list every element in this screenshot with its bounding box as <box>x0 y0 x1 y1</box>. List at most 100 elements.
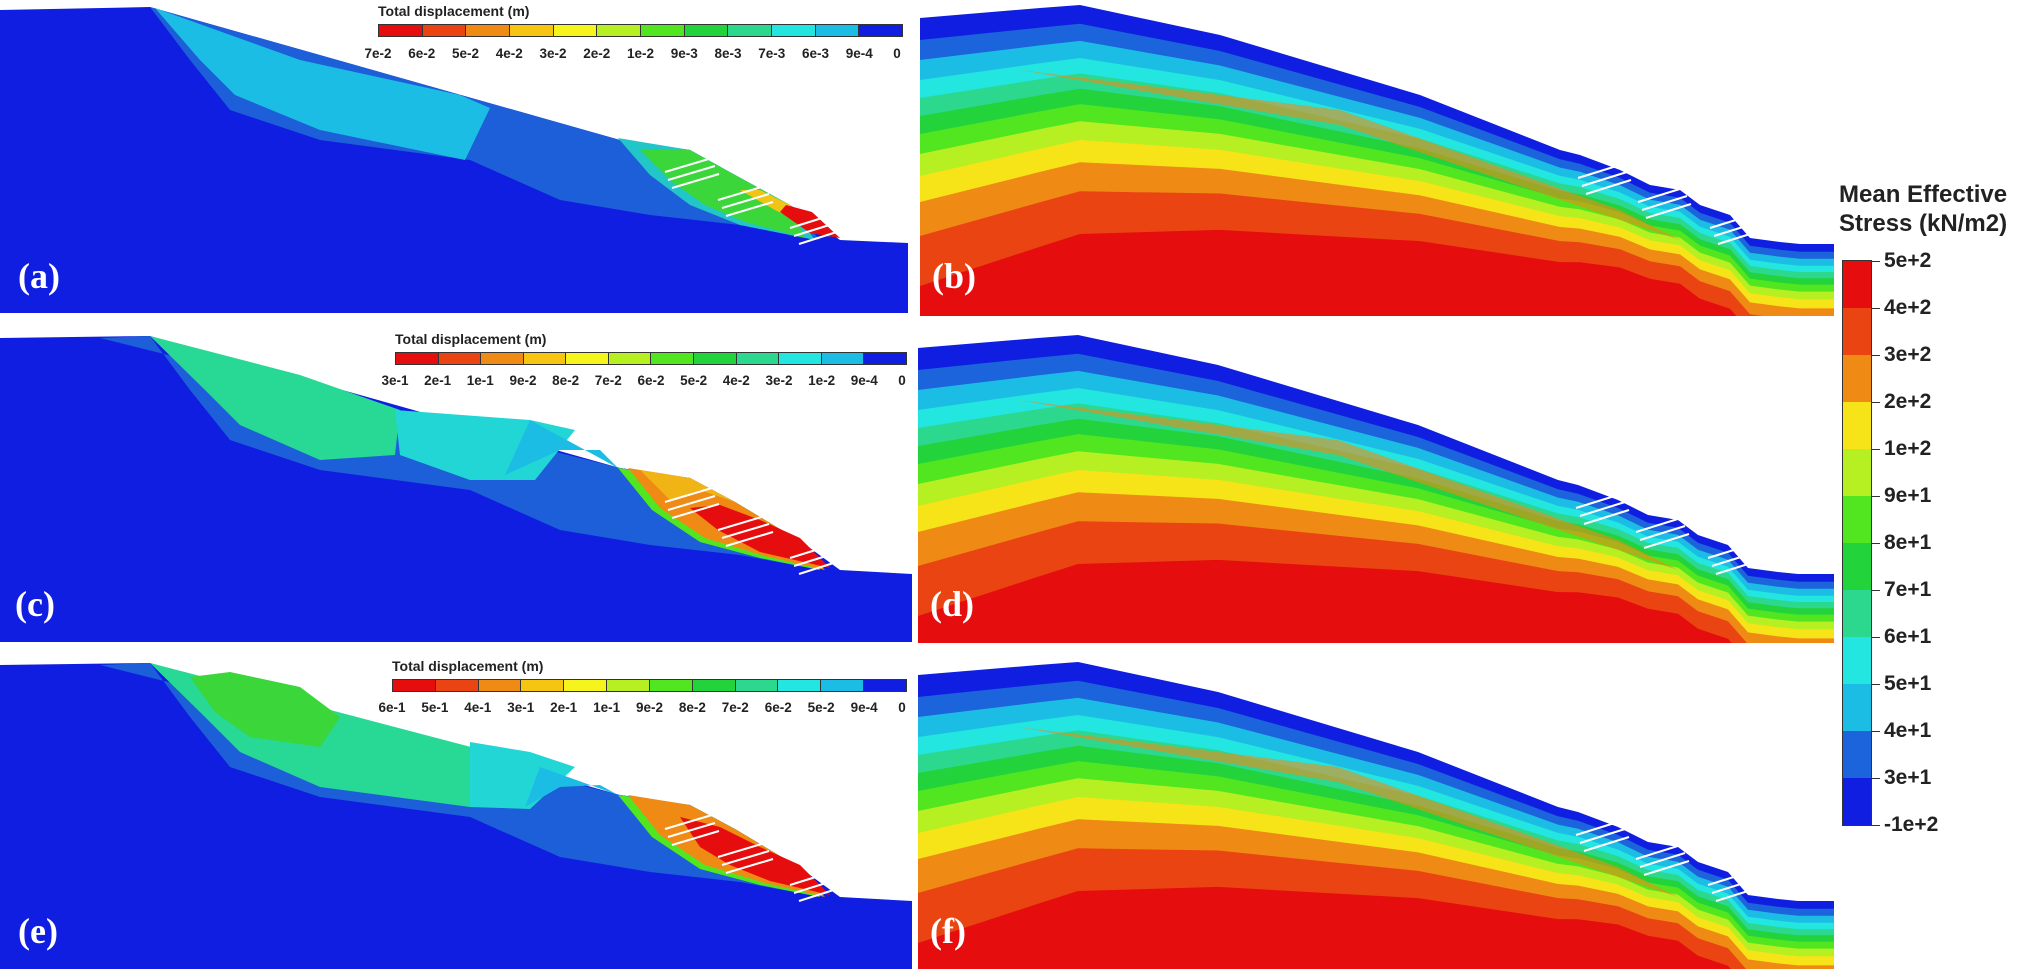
tick-label: 8e-3 <box>714 46 742 61</box>
tick-label: 2e-1 <box>424 373 452 388</box>
anchor-bolts <box>1575 493 1762 575</box>
displacement-legend-title: Total displacement (m) <box>378 3 530 19</box>
stress-tick-label: 5e+2 <box>1884 249 1932 272</box>
stress-legend-title: Mean Effective Stress (kN/m2) <box>1839 180 2007 238</box>
tick-label: 5e-2 <box>451 46 480 61</box>
displacement-legend-title: Total displacement (m) <box>395 331 547 347</box>
tick-label: 7e-2 <box>594 373 622 388</box>
upper-displaced-mass <box>150 336 400 460</box>
tick-label: 9e-4 <box>845 46 873 61</box>
panel-d-contour-plot <box>918 330 1834 643</box>
tick-label: 6e-2 <box>764 700 792 715</box>
panel-a-contour-plot <box>0 7 908 313</box>
stress-tick-label: 3e+2 <box>1884 343 1932 366</box>
stress-tick-label: 6e+1 <box>1884 625 1932 648</box>
tick-label: 9e-4 <box>850 373 878 388</box>
stress-tick-mark <box>1871 590 1880 591</box>
tick-label: 9e-3 <box>670 46 698 61</box>
tick-label: 5e-2 <box>680 373 708 388</box>
stress-tick-mark <box>1871 355 1880 356</box>
anchor-bolts <box>1575 820 1762 902</box>
stress-tick-label: 5e+1 <box>1884 672 1932 695</box>
toe-zone-green <box>640 150 805 238</box>
tick-label: 1e-1 <box>593 700 621 715</box>
displacement-colorbar <box>378 24 903 37</box>
stress-tick-mark <box>1871 825 1880 826</box>
stress-tick-mark <box>1871 731 1880 732</box>
displacement-colorbar-ticks: 7e-2 6e-2 5e-2 4e-2 3e-2 2e-2 1e-2 9e-3 … <box>364 46 903 64</box>
stress-tick-mark <box>1871 402 1880 403</box>
panel-e-contour-plot <box>0 663 912 969</box>
panel-e-label: (e) <box>18 911 58 951</box>
stress-tick-label: 2e+2 <box>1884 390 1932 413</box>
mid-zone-cyan <box>505 420 618 475</box>
panel-f-contour-plot <box>918 657 1834 969</box>
tick-label: 6e-2 <box>408 46 436 61</box>
tick-label: 6e-1 <box>378 700 406 715</box>
stress-legend-title-line2: Stress (kN/m2) <box>1839 210 2008 237</box>
tick-label: 1e-1 <box>466 373 494 388</box>
displacement-colorbar <box>392 679 907 692</box>
tick-label: 9e-4 <box>850 700 878 715</box>
stress-tick-label: 8e+1 <box>1884 531 1932 554</box>
displacement-colorbar-ticks: 3e-1 2e-1 1e-1 9e-2 8e-2 7e-2 6e-2 5e-2 … <box>381 373 907 391</box>
tick-label: 5e-2 <box>807 700 835 715</box>
stress-tick-label: 4e+1 <box>1884 719 1932 742</box>
panel-b-contour-plot <box>920 0 1834 316</box>
tick-label: 4e-2 <box>722 373 750 388</box>
tick-label: 3e-1 <box>507 700 535 715</box>
panel-e-displacement: (e) Total displacement (m) 6e-1 5e-1 4e-… <box>0 657 912 969</box>
upper-green-core <box>190 672 340 747</box>
tick-label: 4e-2 <box>495 46 523 61</box>
toe-zone-yellow <box>640 470 735 502</box>
stress-band <box>918 886 1834 969</box>
stress-colorbar <box>1842 260 1872 826</box>
tick-label: 2e-1 <box>550 700 578 715</box>
displacement-colorbar-ticks: 6e-1 5e-1 4e-1 3e-1 2e-1 1e-1 9e-2 8e-2 … <box>378 700 907 718</box>
stress-band <box>920 229 1834 316</box>
tick-label: 1e-2 <box>626 46 655 61</box>
stress-tick-label: 7e+1 <box>1884 578 1932 601</box>
panel-d-stress: (d) <box>918 330 1834 643</box>
stress-legend: Mean Effective Stress (kN/m2) 5e+2 4e+2 3e… <box>1838 180 2028 840</box>
stress-tick-mark <box>1871 261 1880 262</box>
tick-label: 4e-1 <box>464 700 492 715</box>
tick-label: 7e-2 <box>364 46 392 61</box>
mid-zone-cyan <box>525 767 618 807</box>
stress-tick-mark <box>1871 449 1880 450</box>
anchor-bolts <box>664 814 844 902</box>
panel-f-label: (f) <box>930 911 966 951</box>
stress-tick-label: 9e+1 <box>1884 484 1932 507</box>
stress-tick-label: 4e+2 <box>1884 296 1932 319</box>
displacement-legend-title: Total displacement (m) <box>392 658 544 674</box>
panel-a-label: (a) <box>18 256 60 296</box>
upper-displaced-mass <box>155 8 490 160</box>
stress-tick-label: 1e+2 <box>1884 437 1932 460</box>
tick-label: 9e-2 <box>509 373 537 388</box>
tick-label: 1e-2 <box>808 373 836 388</box>
tick-label: 5e-1 <box>421 700 449 715</box>
tick-label: 3e-2 <box>765 373 793 388</box>
panel-c-contour-plot <box>0 336 912 642</box>
tick-label: 7e-2 <box>721 700 749 715</box>
tick-label: 3e-2 <box>539 46 567 61</box>
displacement-colorbar <box>395 352 907 365</box>
stress-tick-mark <box>1871 637 1880 638</box>
tick-label: 7e-3 <box>758 46 786 61</box>
stress-tick-label: 3e+1 <box>1884 766 1932 789</box>
panel-b-label: (b) <box>932 256 976 296</box>
panel-b-stress: (b) <box>920 0 1834 316</box>
panel-a-displacement: (a) Total displacement (m) 7e-2 6e-2 5e-… <box>0 0 908 313</box>
tick-label: 6e-2 <box>637 373 665 388</box>
stress-tick-mark <box>1871 543 1880 544</box>
tick-label: 9e-2 <box>635 700 664 715</box>
middle-displaced-mass <box>470 742 575 809</box>
anchor-bolts <box>1577 163 1764 245</box>
stress-legend-title-line1: Mean Effective <box>1839 181 2008 208</box>
stress-tick-mark <box>1871 308 1880 309</box>
stress-tick-mark <box>1871 778 1880 779</box>
panel-f-stress: (f) <box>918 657 1834 969</box>
tick-label: 0 <box>893 46 901 61</box>
tick-label: 0 <box>898 700 906 715</box>
tick-label: 8e-2 <box>678 700 706 715</box>
